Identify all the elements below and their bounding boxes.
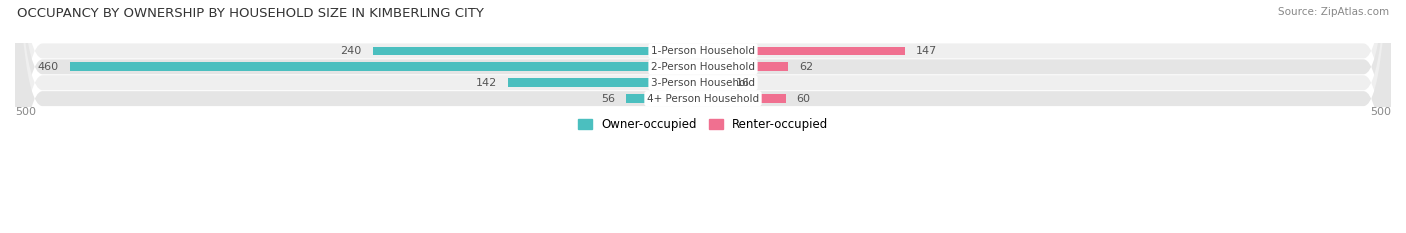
Text: 2-Person Household: 2-Person Household xyxy=(651,62,755,72)
Text: 142: 142 xyxy=(475,78,496,88)
Text: 500: 500 xyxy=(1369,106,1391,116)
Text: 3-Person Household: 3-Person Household xyxy=(651,78,755,88)
FancyBboxPatch shape xyxy=(15,0,1391,233)
Text: 1-Person Household: 1-Person Household xyxy=(651,46,755,56)
Text: 4+ Person Household: 4+ Person Household xyxy=(647,94,759,104)
FancyBboxPatch shape xyxy=(15,0,1391,233)
Text: 16: 16 xyxy=(735,78,749,88)
Bar xyxy=(508,78,703,87)
FancyBboxPatch shape xyxy=(15,0,1391,233)
FancyBboxPatch shape xyxy=(15,0,1391,233)
Text: 56: 56 xyxy=(600,94,614,104)
Text: 500: 500 xyxy=(15,106,37,116)
Text: 147: 147 xyxy=(917,46,938,56)
Bar xyxy=(626,94,703,103)
Text: 60: 60 xyxy=(797,94,811,104)
Text: OCCUPANCY BY OWNERSHIP BY HOUSEHOLD SIZE IN KIMBERLING CITY: OCCUPANCY BY OWNERSHIP BY HOUSEHOLD SIZE… xyxy=(17,7,484,20)
Text: Source: ZipAtlas.com: Source: ZipAtlas.com xyxy=(1278,7,1389,17)
Text: 62: 62 xyxy=(800,62,814,72)
Text: 240: 240 xyxy=(340,46,361,56)
Bar xyxy=(703,62,789,71)
Bar xyxy=(703,47,905,55)
Bar xyxy=(70,62,703,71)
Bar xyxy=(373,47,703,55)
Bar xyxy=(703,78,725,87)
Legend: Owner-occupied, Renter-occupied: Owner-occupied, Renter-occupied xyxy=(572,113,834,136)
Bar xyxy=(703,94,786,103)
Text: 460: 460 xyxy=(38,62,59,72)
